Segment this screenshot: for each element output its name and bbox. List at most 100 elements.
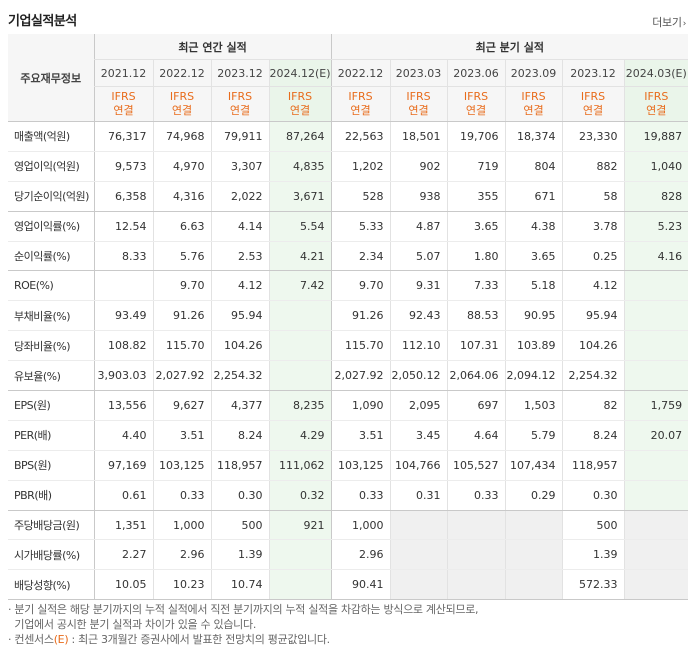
table-cell: 115.70: [330, 330, 391, 362]
accounting-standard-header: IFRS 연결: [330, 86, 391, 122]
table-cell: 0.30: [210, 480, 269, 511]
table-cell: [623, 360, 689, 392]
table-row: 시가배당률(%) 2.27 2.96 1.39 2.96 1.39: [8, 539, 689, 571]
table-cell: 7.33: [446, 270, 506, 302]
table-row: PER(배) 4.40 3.51 8.24 4.29 3.51 3.45 4.64 5.79 8.…: [8, 420, 689, 451]
table-cell: 5.54: [268, 211, 332, 242]
table-cell: 3.51: [330, 420, 391, 451]
table-cell: 355: [446, 181, 506, 212]
table-cell: 0.61: [93, 480, 153, 511]
table-cell: 107,434: [504, 450, 563, 481]
table-cell: 97,169: [93, 450, 153, 481]
table-cell: 9,627: [152, 390, 211, 421]
table-cell: 2.27: [93, 539, 153, 571]
table-cell: 500: [561, 510, 625, 541]
table-cell: 9.70: [330, 270, 391, 302]
table-cell: 58: [561, 181, 625, 212]
table-cell: 4.12: [210, 270, 269, 302]
table-row: 유보율(%) 3,903.03 2,027.92 2,254.32 2,027.92 2,…: [8, 360, 689, 392]
table-cell: [623, 539, 689, 571]
section-title: 기업실적분석: [8, 14, 77, 29]
table-row: 영업이익(억원) 9,573 4,970 3,307 4,835 1,202 902 719 8…: [8, 151, 689, 182]
table-cell: 74,968: [152, 121, 211, 152]
table-cell: 528: [330, 181, 391, 212]
row-label: 당좌비율(%): [8, 330, 94, 362]
table-cell: 5.07: [389, 241, 448, 272]
table-cell: 0.30: [561, 480, 625, 511]
table-cell: 2,050.12: [389, 360, 448, 392]
table-cell: 2,064.06: [446, 360, 506, 392]
table-cell: [623, 510, 689, 541]
table-cell: 2.34: [330, 241, 391, 272]
footnote-line: · 분기 실적은 해당 분기까지의 누적 실적에서 직전 분기까지의 누적 실적…: [8, 603, 479, 616]
table-cell: 82: [561, 390, 625, 421]
table-row: PBR(배) 0.61 0.33 0.30 0.32 0.33 0.31 0.33 0.29 0.…: [8, 480, 689, 511]
period-header: 2021.12: [93, 59, 153, 87]
row-label: 당기순이익(억원): [8, 181, 94, 212]
table-cell: 500: [210, 510, 269, 541]
table-cell: 105,527: [446, 450, 506, 481]
table-cell: 0.33: [446, 480, 506, 511]
accounting-standard-header: IFRS 연결: [389, 86, 448, 122]
table-cell: 0.29: [504, 480, 563, 511]
period-header: 2023.03: [389, 59, 448, 87]
group-header-annual: 최근 연간 실적: [93, 34, 332, 60]
accounting-standard-header: IFRS 연결: [504, 86, 563, 122]
more-link[interactable]: 더보기›: [652, 14, 686, 30]
table-cell: 103,125: [330, 450, 391, 481]
table-cell: 0.33: [330, 480, 391, 511]
table-cell: [623, 450, 689, 481]
table-cell: 103.89: [504, 330, 563, 362]
table-cell: 10.05: [93, 569, 153, 601]
row-label: 배당성향(%): [8, 569, 94, 601]
table-cell: 10.23: [152, 569, 211, 601]
row-label: 시가배당률(%): [8, 539, 94, 571]
table-cell: 2,027.92: [330, 360, 391, 392]
table-row: 배당성향(%) 10.05 10.23 10.74 90.41 572.33: [8, 569, 689, 601]
table-cell: [446, 539, 506, 571]
table-cell: 1,503: [504, 390, 563, 421]
table-cell: 0.31: [389, 480, 448, 511]
table-cell: 104.26: [210, 330, 269, 362]
table-cell: 107.31: [446, 330, 506, 362]
table-cell: 921: [268, 510, 332, 541]
table-cell: 3.65: [504, 241, 563, 272]
table-cell: 112.10: [389, 330, 448, 362]
table-cell: 9.31: [389, 270, 448, 302]
table-cell: 0.32: [268, 480, 332, 511]
table-cell: [268, 360, 332, 392]
table-cell: 76,317: [93, 121, 153, 152]
table-cell: 91.26: [330, 300, 391, 332]
table-cell: [389, 569, 448, 601]
table-cell: 20.07: [623, 420, 689, 451]
table-cell: [93, 270, 153, 302]
table-cell: 2.96: [330, 539, 391, 571]
table-cell: 111,062: [268, 450, 332, 481]
table-cell: 4,970: [152, 151, 211, 182]
table-cell: 4.38: [504, 211, 563, 242]
table-cell: 1,202: [330, 151, 391, 182]
table-cell: 4,835: [268, 151, 332, 182]
table-cell: 1.39: [210, 539, 269, 571]
table-cell: 882: [561, 151, 625, 182]
table-cell: 1,000: [330, 510, 391, 541]
table-cell: 8.24: [561, 420, 625, 451]
row-label: EPS(원): [8, 390, 94, 421]
table-row: 부채비율(%) 93.49 91.26 95.94 91.26 92.43 88.53 90.…: [8, 300, 689, 332]
table-cell: [446, 510, 506, 541]
footnotes: · 분기 실적은 해당 분기까지의 누적 실적에서 직전 분기까지의 누적 실적…: [8, 602, 479, 647]
table-cell: 92.43: [389, 300, 448, 332]
table-cell: [504, 539, 563, 571]
table-cell: 4.21: [268, 241, 332, 272]
table-row: 순이익률(%) 8.33 5.76 2.53 4.21 2.34 5.07 1.80 3.65 0…: [8, 241, 689, 272]
table-cell: [504, 569, 563, 601]
table-cell: 12.54: [93, 211, 153, 242]
table-cell: [623, 300, 689, 332]
table-cell: 18,374: [504, 121, 563, 152]
accounting-standard-header: IFRS 연결: [268, 86, 332, 122]
table-cell: 88.53: [446, 300, 506, 332]
table-cell: 10.74: [210, 569, 269, 601]
table-cell: 5.23: [623, 211, 689, 242]
table-cell: 2.96: [152, 539, 211, 571]
table-cell: 5.76: [152, 241, 211, 272]
